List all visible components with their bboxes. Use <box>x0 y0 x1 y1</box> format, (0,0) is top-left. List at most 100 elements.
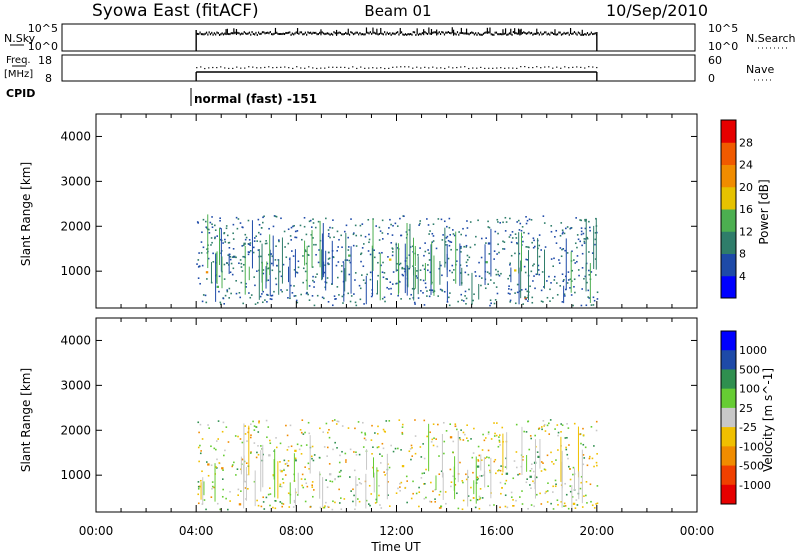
velocity-streak <box>373 472 375 493</box>
power-streak <box>563 285 565 304</box>
velocity-cell <box>379 453 381 455</box>
power-cell <box>423 268 426 271</box>
power-cell <box>403 267 405 270</box>
power-cell <box>387 256 389 258</box>
velocity-cell <box>586 502 588 504</box>
velocity-streak <box>453 466 455 491</box>
velocity-cell <box>382 428 385 431</box>
velocity-cell <box>221 478 224 480</box>
power-cell <box>323 271 326 274</box>
velocity-streak <box>355 476 357 507</box>
power-cell <box>489 299 492 302</box>
velocity-cell <box>336 447 338 449</box>
velocity-cell <box>326 505 329 508</box>
power-cell <box>240 262 243 265</box>
velocity-cell <box>279 469 282 472</box>
velocity-cell <box>287 492 290 495</box>
velocity-cell <box>484 437 487 439</box>
power-cell <box>290 239 293 241</box>
velocity-cell <box>589 483 592 486</box>
velocity-cell <box>339 475 342 478</box>
velocity-cell <box>543 423 546 426</box>
velocity-cell <box>470 438 472 440</box>
power-cell <box>290 226 293 229</box>
velocity-cell <box>341 450 343 453</box>
power-cell <box>262 272 265 275</box>
power-cell <box>353 293 355 295</box>
power-streak <box>518 267 520 305</box>
power-cell <box>480 277 483 279</box>
power-cell <box>426 290 428 292</box>
power-cell <box>503 248 506 250</box>
power-cell <box>327 258 330 260</box>
power-cell <box>381 251 383 254</box>
velocity-cell <box>197 488 200 490</box>
velocity-cell <box>341 425 344 427</box>
power-cell <box>197 259 200 261</box>
velocity-colorbar-tick: -100 <box>739 440 764 453</box>
power-cell <box>253 240 256 242</box>
power-cell <box>509 264 511 266</box>
power-cell <box>237 218 240 220</box>
power-cell <box>381 232 384 234</box>
velocity-panel <box>96 318 697 512</box>
freq-sample <box>500 67 502 69</box>
velocity-cell <box>312 459 315 462</box>
power-streak <box>325 250 327 291</box>
power-cell <box>361 223 364 225</box>
velocity-cell <box>340 508 343 511</box>
power-cell <box>415 275 418 277</box>
velocity-cell <box>414 419 416 421</box>
power-cell <box>525 216 527 218</box>
power-cell <box>520 289 523 291</box>
velocity-cell <box>325 501 327 504</box>
power-cell <box>332 219 334 221</box>
power-colorbar-segment <box>721 164 736 188</box>
power-cell <box>546 280 548 282</box>
power-cell <box>521 226 524 228</box>
velocity-cell <box>567 457 569 460</box>
power-cell <box>370 295 373 298</box>
velocity-cell <box>410 497 413 500</box>
power-cell <box>219 227 221 230</box>
freq-trace <box>195 66 598 81</box>
velocity-cell <box>564 437 567 439</box>
power-cell <box>532 280 534 282</box>
power-cell <box>576 234 579 236</box>
power-cell <box>249 244 251 246</box>
velocity-cell <box>438 507 441 509</box>
velocity-cell <box>312 495 314 498</box>
power-cell <box>219 219 221 222</box>
velocity-cell <box>429 500 431 503</box>
power-cell <box>295 236 298 239</box>
power-cell <box>466 254 469 257</box>
power-cell <box>198 265 201 267</box>
velocity-cell <box>327 431 329 434</box>
power-cell <box>572 304 574 307</box>
velocity-cell <box>311 445 314 448</box>
velocity-streak <box>577 426 579 478</box>
noise-trace <box>195 27 598 51</box>
velocity-cell <box>199 452 202 455</box>
velocity-cell <box>362 446 365 448</box>
velocity-cell <box>500 465 502 467</box>
power-cell <box>549 288 551 291</box>
power-cell <box>431 232 434 235</box>
velocity-cell <box>274 499 276 502</box>
velocity-cell <box>353 494 355 497</box>
power-cell <box>453 279 455 281</box>
power-cell <box>509 234 512 236</box>
power-cell <box>390 223 392 226</box>
power-cell <box>385 278 387 280</box>
velocity-cell <box>569 468 571 470</box>
velocity-cell <box>197 421 200 424</box>
velocity-cell <box>547 482 549 484</box>
velocity-cell <box>219 508 221 511</box>
power-streak <box>265 266 267 289</box>
date-title: 10/Sep/2010 <box>606 1 708 20</box>
power-cell <box>583 238 586 240</box>
power-cell <box>242 226 244 229</box>
freq-sample <box>540 67 542 69</box>
power-cell <box>440 218 443 221</box>
velocity-cell <box>494 432 496 435</box>
